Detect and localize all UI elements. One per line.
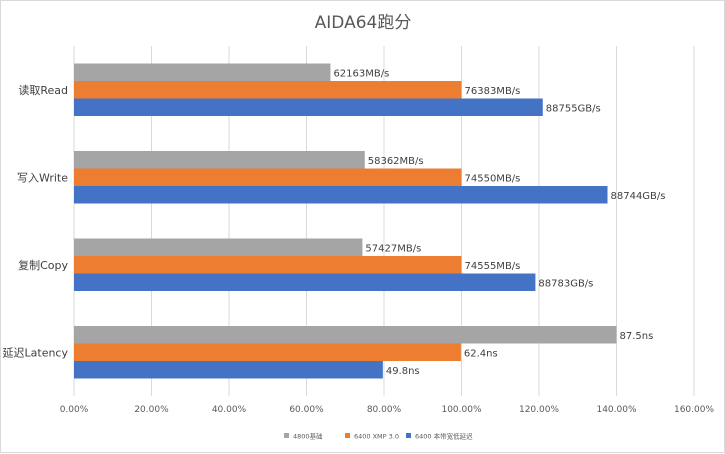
x-tick-label: 160.00%	[674, 405, 714, 415]
data-label: 62163MB/s	[333, 68, 389, 79]
bar	[74, 168, 462, 186]
x-tick-label: 100.00%	[441, 405, 481, 415]
x-tick-label: 40.00%	[212, 405, 247, 415]
data-label: 49.8ns	[386, 366, 420, 377]
bar	[74, 238, 363, 256]
bar	[74, 63, 331, 81]
bar	[74, 326, 617, 344]
bar	[74, 186, 608, 204]
category-label: 延迟Latency	[3, 346, 69, 359]
bars: 62163MB/s 76383MB/s 88755GB/s 58362MB/s 7455…	[74, 63, 666, 379]
data-label: 74555MB/s	[465, 261, 521, 272]
data-label: 88783GB/s	[538, 278, 593, 289]
data-label: 88755GB/s	[546, 103, 601, 114]
bar	[74, 343, 461, 361]
data-label: 74550MB/s	[465, 173, 521, 184]
bar	[74, 151, 365, 169]
category-label: 写入Write	[17, 171, 68, 184]
legend: 4800基础 6400 XMP 3.0 6400 本带宽低延迟	[284, 432, 473, 441]
data-label: 62.4ns	[464, 348, 498, 359]
bar	[74, 361, 383, 379]
legend-swatch	[406, 433, 411, 438]
category-labels: 读取Read 写入Write 复制Copy 延迟Latency	[3, 83, 69, 360]
bar	[74, 98, 543, 116]
legend-label: 6400 本带宽低延迟	[415, 432, 473, 441]
legend-swatch	[284, 433, 289, 438]
legend-swatch	[345, 433, 350, 438]
legend-label: 6400 XMP 3.0	[354, 433, 399, 441]
category-label: 复制Copy	[18, 258, 68, 272]
legend-label: 4800基础	[293, 432, 323, 441]
data-label: 58362MB/s	[368, 156, 424, 167]
x-tick-label: 140.00%	[596, 405, 636, 415]
x-tick-labels: 0.00% 20.00% 40.00% 60.00% 80.00% 100.00% 120.…	[60, 405, 715, 415]
bar	[74, 81, 462, 99]
data-label: 88744GB/s	[611, 191, 666, 202]
data-label: 57427MB/s	[365, 243, 421, 254]
category-label: 读取Read	[18, 83, 68, 97]
data-label: 76383MB/s	[465, 86, 521, 97]
x-tick-label: 80.00%	[367, 405, 402, 415]
x-tick-label: 0.00%	[60, 405, 89, 415]
bar	[74, 273, 536, 291]
x-tick-label: 120.00%	[519, 405, 559, 415]
bar	[74, 256, 462, 274]
data-label: 87.5ns	[620, 331, 654, 342]
chart-title: AIDA64跑分	[315, 13, 412, 33]
x-tick-label: 20.00%	[134, 405, 169, 415]
x-tick-label: 60.00%	[289, 405, 324, 415]
